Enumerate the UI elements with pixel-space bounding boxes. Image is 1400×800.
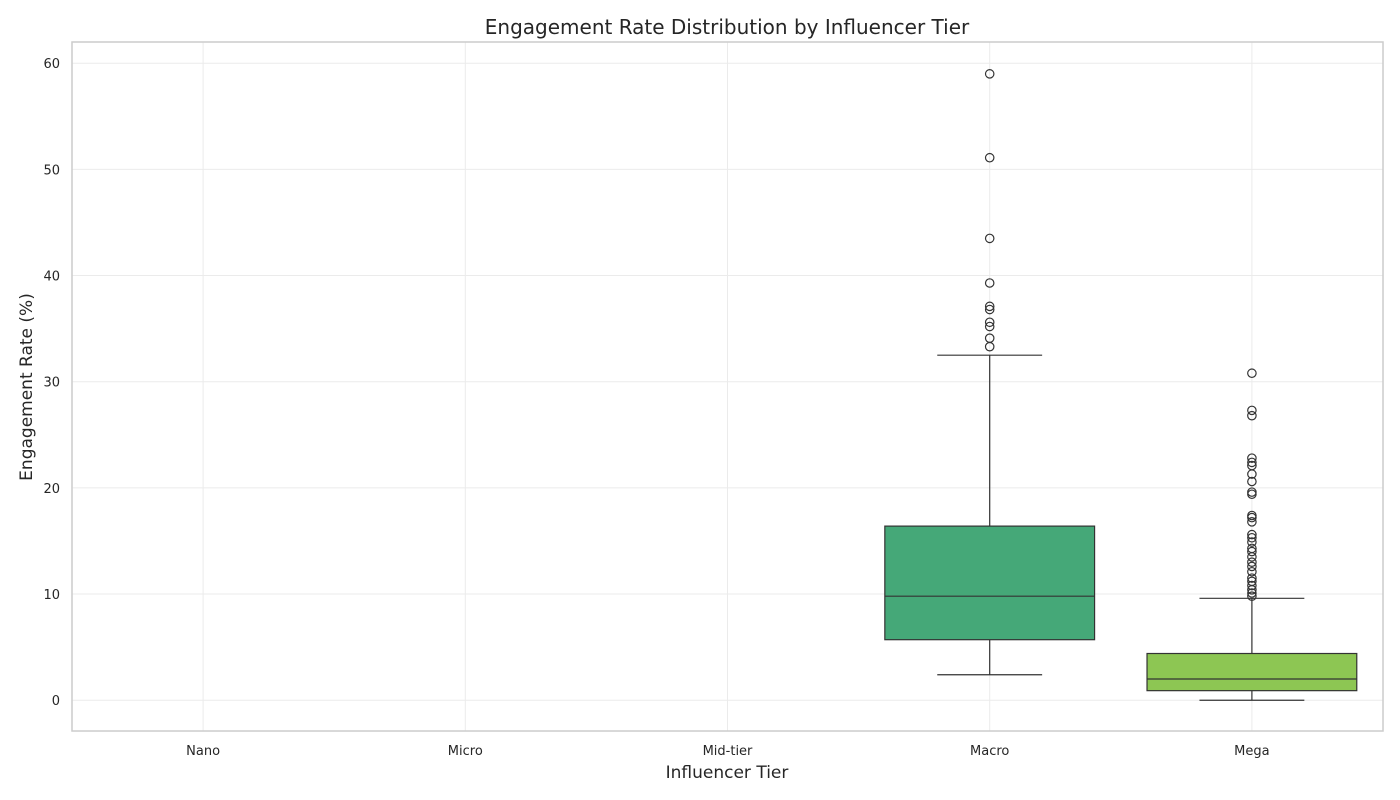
chart-title: Engagement Rate Distribution by Influenc… (485, 15, 970, 39)
outlier-point (1247, 591, 1257, 601)
outlier-point (984, 304, 995, 315)
outlier-point (984, 301, 995, 312)
outlier-point (1247, 517, 1257, 527)
outlier-point (1247, 532, 1257, 543)
x-tick-label: Mega (1234, 744, 1269, 759)
outlier-point (1247, 557, 1257, 568)
iqr-box (884, 525, 1096, 641)
plot-frame (71, 41, 1384, 732)
outlier-point (1247, 561, 1257, 572)
outlier-point (1247, 460, 1257, 471)
outlier-point (1247, 566, 1257, 577)
outlier-point (1247, 537, 1257, 547)
outlier-point (1247, 543, 1257, 554)
outlier-point (1247, 368, 1257, 379)
outlier-point (1247, 588, 1257, 598)
grid-lines (72, 42, 1383, 731)
y-tick-label: 0 (52, 694, 60, 709)
outlier-point (984, 317, 995, 328)
x-tick-label: Micro (448, 744, 483, 759)
outlier-point (1247, 405, 1257, 416)
y-tick-label: 20 (43, 482, 60, 497)
boxes (884, 69, 1358, 701)
y-tick-label: 10 (43, 588, 60, 603)
outlier-point (1247, 410, 1257, 421)
box-mega (1146, 368, 1358, 701)
y-tick-label: 50 (43, 163, 60, 178)
outlier-point (984, 69, 995, 79)
iqr-box (1146, 652, 1358, 692)
y-tick-labels: 0 10 20 30 40 50 60 (43, 57, 60, 709)
y-tick-label: 60 (43, 57, 60, 72)
outlier-point (1247, 546, 1257, 557)
x-tick-label: Nano (186, 744, 220, 759)
outlier-point (1247, 573, 1257, 583)
y-tick-label: 40 (43, 270, 60, 285)
outlier-point (1247, 580, 1257, 591)
outlier-point (984, 152, 995, 163)
outlier-point (984, 278, 995, 288)
outlier-point (984, 333, 995, 343)
outlier-point (1247, 476, 1257, 487)
y-tick-label: 30 (43, 376, 60, 391)
outlier-point (984, 233, 995, 244)
x-tick-labels: Nano Micro Mid-tier Macro Mega (186, 744, 1269, 759)
outlier-point (1247, 487, 1257, 497)
x-tick-label: Macro (970, 744, 1009, 759)
x-axis-label: Influencer Tier (666, 763, 789, 783)
y-axis-label: Engagement Rate (%) (17, 293, 37, 481)
x-tick-label: Mid-tier (703, 744, 753, 759)
outlier-point (1247, 453, 1257, 463)
outlier-point (1247, 510, 1257, 521)
outlier-point (1247, 457, 1257, 468)
box-macro (884, 69, 1096, 676)
outlier-point (984, 321, 995, 332)
outlier-point (1247, 576, 1257, 587)
outlier-point (1247, 529, 1257, 540)
